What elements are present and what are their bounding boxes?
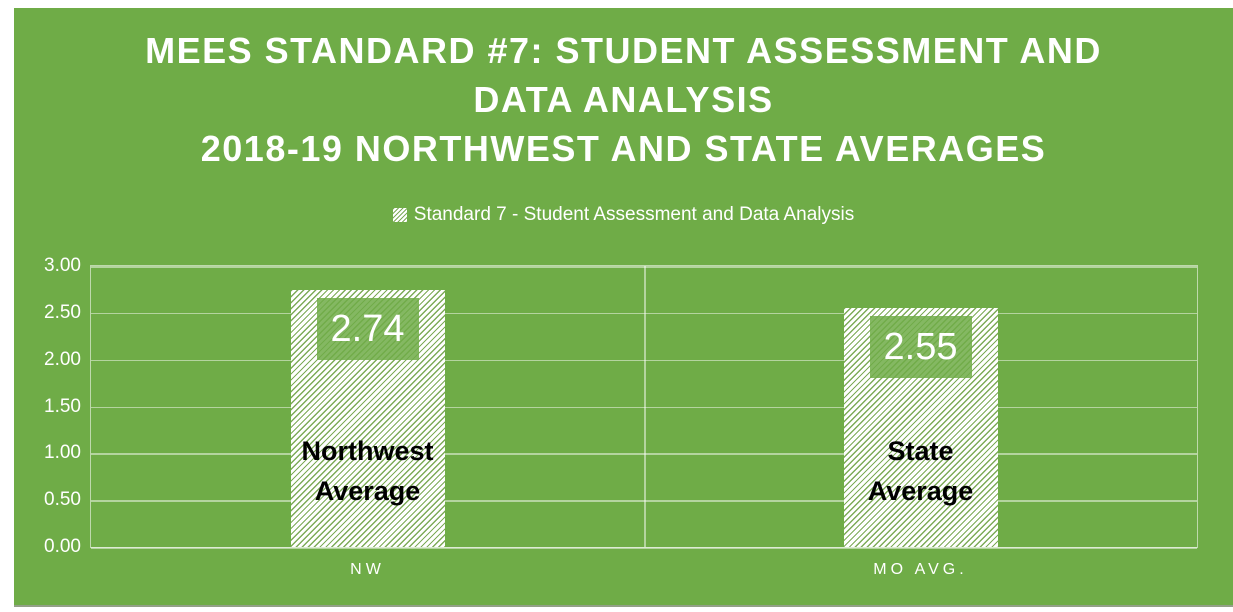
- gridline-1.00: [91, 453, 1197, 455]
- bar-inner-label-northwest: Northwest Average: [301, 436, 434, 506]
- data-label-state-value: 2.55: [883, 325, 958, 368]
- gridline-0.50: [91, 500, 1197, 502]
- data-label-northwest-value: 2.74: [330, 307, 405, 350]
- chart-title-line-3: 2018-19 NORTHWEST AND STATE AVERAGES: [200, 128, 1047, 169]
- gridline-0.00: [91, 547, 1197, 549]
- chart-title-line-1: MEES STANDARD #7: STUDENT ASSESSMENT AND: [145, 30, 1102, 71]
- gridline-category-divider: [644, 266, 646, 547]
- ytick-2.00: 2.00: [44, 348, 81, 370]
- ytick-2.50: 2.50: [44, 301, 81, 323]
- gridline-3.00: [91, 266, 1197, 268]
- plot-area: 3.00 2.50 2.00 1.50 1.00 0.50 0.00 2.74 …: [44, 256, 1198, 578]
- category-cell-nw: 2.74 Northwest Average: [91, 266, 644, 547]
- bar-inner-label-state: State Average: [867, 436, 974, 506]
- category-cell-mo-avg: 2.55 State Average: [644, 266, 1197, 547]
- bar-northwest-average: 2.74 Northwest Average: [290, 290, 445, 547]
- xtick-mo-avg: MO AVG.: [873, 561, 968, 578]
- bar-state-average: 2.55 State Average: [843, 308, 998, 547]
- ytick-0.00: 0.00: [44, 536, 81, 557]
- chart-title-line-2: DATA ANALYSIS: [473, 79, 774, 120]
- ytick-1.50: 1.50: [44, 395, 81, 417]
- gridline-2.50: [91, 312, 1197, 315]
- data-label-northwest: 2.74: [316, 298, 419, 361]
- legend-label: Standard 7 - Student Assessment and Data…: [413, 204, 855, 225]
- legend: Standard 7 - Student Assessment and Data…: [14, 204, 1233, 226]
- data-label-state: 2.55: [869, 316, 972, 379]
- xtick-nw: NW: [350, 561, 385, 578]
- chart-panel: MEES STANDARD #7: STUDENT ASSESSMENT AND…: [14, 8, 1233, 607]
- gridline-1.50: [91, 406, 1197, 408]
- gridline-2.00: [91, 359, 1197, 362]
- ytick-1.00: 1.00: [44, 442, 81, 464]
- ytick-3.00: 3.00: [44, 255, 81, 276]
- ytick-0.50: 0.50: [44, 489, 81, 511]
- chart-title: MEES STANDARD #7: STUDENT ASSESSMENT AND…: [14, 26, 1233, 173]
- legend-hatch-swatch-icon: [392, 208, 407, 222]
